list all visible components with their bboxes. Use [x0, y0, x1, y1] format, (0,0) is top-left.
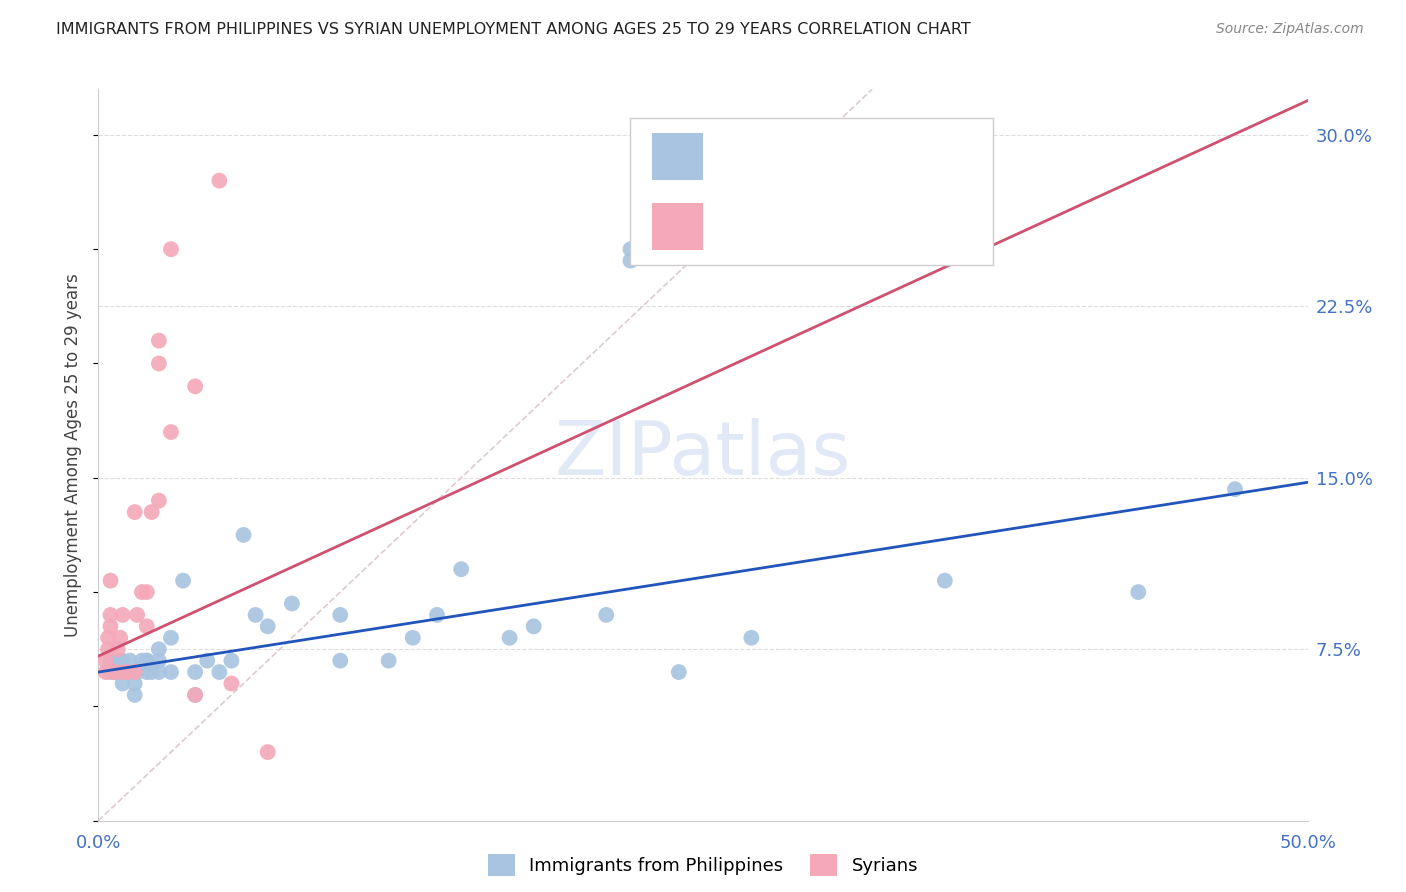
Point — [94, 654, 117, 668]
Point — [208, 173, 231, 187]
Point — [104, 665, 127, 679]
Point — [1128, 585, 1150, 599]
Point — [148, 493, 170, 508]
Point — [111, 676, 134, 690]
Point — [111, 654, 134, 668]
Point — [101, 665, 124, 679]
Point — [100, 607, 122, 622]
Point — [668, 665, 690, 679]
Point — [184, 665, 207, 679]
Point — [160, 425, 183, 439]
Point — [148, 665, 170, 679]
Point — [104, 665, 127, 679]
Point — [160, 631, 183, 645]
Point — [256, 745, 278, 759]
Point — [124, 665, 146, 679]
Point — [111, 607, 134, 622]
Point — [107, 642, 129, 657]
Point — [127, 607, 149, 622]
Point — [221, 654, 243, 668]
Point — [523, 619, 546, 633]
Point — [111, 665, 134, 679]
Point — [148, 654, 170, 668]
Point — [124, 688, 146, 702]
Text: ZIPatlas: ZIPatlas — [555, 418, 851, 491]
Point — [135, 619, 157, 633]
Text: R = 0.288   N = 50: R = 0.288 N = 50 — [724, 147, 910, 166]
Point — [619, 242, 641, 256]
Point — [160, 665, 183, 679]
Point — [148, 642, 170, 657]
Point — [131, 654, 153, 668]
Point — [426, 607, 449, 622]
Bar — [652, 203, 703, 250]
Point — [100, 654, 122, 668]
Point — [450, 562, 472, 576]
Point — [221, 676, 243, 690]
Point — [498, 631, 520, 645]
Point — [94, 665, 117, 679]
Point — [148, 356, 170, 371]
Point — [131, 585, 153, 599]
Point — [281, 597, 304, 611]
Point — [135, 654, 157, 668]
Y-axis label: Unemployment Among Ages 25 to 29 years: Unemployment Among Ages 25 to 29 years — [65, 273, 83, 637]
Point — [184, 379, 207, 393]
Bar — [652, 133, 703, 180]
Point — [377, 654, 399, 668]
Point — [195, 654, 218, 668]
Point — [97, 642, 120, 657]
Point — [97, 631, 120, 645]
Point — [934, 574, 956, 588]
Point — [245, 607, 267, 622]
Point — [402, 631, 425, 645]
Point — [124, 665, 146, 679]
Point — [172, 574, 194, 588]
Point — [108, 665, 131, 679]
Legend: Immigrants from Philippines, Syrians: Immigrants from Philippines, Syrians — [478, 845, 928, 885]
Point — [100, 574, 122, 588]
Point — [232, 528, 254, 542]
Point — [148, 334, 170, 348]
Point — [184, 688, 207, 702]
Point — [108, 631, 131, 645]
Point — [124, 676, 146, 690]
Point — [117, 665, 139, 679]
Point — [117, 665, 139, 679]
Point — [740, 631, 762, 645]
Point — [111, 665, 134, 679]
Point — [100, 619, 122, 633]
Text: R = 0.201   N =  31: R = 0.201 N = 31 — [724, 218, 915, 235]
Point — [141, 505, 163, 519]
Point — [595, 607, 617, 622]
Point — [256, 619, 278, 633]
Point — [135, 654, 157, 668]
Point — [141, 665, 163, 679]
Point — [184, 688, 207, 702]
Point — [107, 654, 129, 668]
Point — [127, 665, 149, 679]
Point — [208, 665, 231, 679]
Point — [329, 607, 352, 622]
Point — [329, 654, 352, 668]
Point — [124, 505, 146, 519]
Point — [118, 654, 141, 668]
Point — [135, 585, 157, 599]
Text: IMMIGRANTS FROM PHILIPPINES VS SYRIAN UNEMPLOYMENT AMONG AGES 25 TO 29 YEARS COR: IMMIGRANTS FROM PHILIPPINES VS SYRIAN UN… — [56, 22, 972, 37]
Text: Source: ZipAtlas.com: Source: ZipAtlas.com — [1216, 22, 1364, 37]
Point — [160, 242, 183, 256]
Point — [619, 253, 641, 268]
Point — [100, 665, 122, 679]
Point — [1223, 482, 1246, 496]
Point — [135, 665, 157, 679]
FancyBboxPatch shape — [630, 119, 993, 265]
